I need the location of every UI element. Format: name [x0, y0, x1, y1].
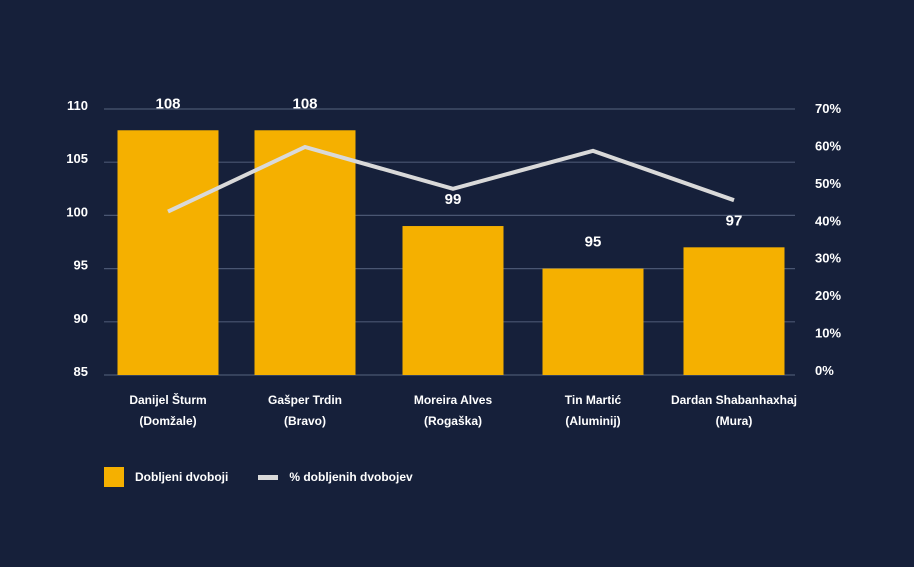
y-right-tick-label: 20%	[815, 288, 841, 303]
data-label: 95	[585, 234, 602, 251]
bar	[683, 247, 785, 375]
y-left-tick-label: 85	[74, 364, 88, 379]
legend-bar-label: Dobljeni dvoboji	[135, 470, 229, 484]
y-left-tick-label: 100	[66, 204, 88, 219]
y-left-tick-label: 90	[74, 311, 88, 326]
legend-item-line: % dobljenih dvobojev	[258, 470, 413, 484]
y-left-tick-label: 110	[67, 98, 88, 113]
bar	[542, 268, 644, 375]
x-tick-label: Dardan Shabanhaxhaj	[671, 393, 797, 407]
x-tick-label: (Aluminij)	[565, 414, 620, 428]
y-left-tick-label: 95	[74, 258, 88, 273]
legend-item-bars: Dobljeni dvoboji	[104, 467, 228, 487]
x-tick-label: Danijel Šturm	[129, 392, 206, 407]
bar	[117, 130, 219, 375]
bar	[402, 226, 504, 375]
x-tick-label: Gašper Trdin	[268, 393, 342, 407]
x-tick-label: (Rogaška)	[424, 414, 482, 428]
legend-line-swatch	[258, 474, 279, 480]
y-right-tick-label: 40%	[815, 213, 841, 228]
x-tick-label: (Mura)	[716, 414, 753, 428]
data-label: 108	[292, 95, 317, 112]
bar	[254, 130, 356, 375]
legend: Dobljeni dvoboji % dobljenih dvobojev	[104, 467, 443, 487]
y-right-tick-label: 0%	[815, 363, 834, 378]
legend-bar-swatch	[104, 467, 124, 487]
y-right-tick-label: 60%	[815, 138, 841, 153]
data-label: 97	[726, 212, 743, 229]
y-right-tick-label: 30%	[815, 251, 841, 266]
x-tick-label: Tin Martić	[565, 393, 622, 407]
legend-line-label: % dobljenih dvobojev	[289, 470, 413, 484]
y-right-tick-label: 10%	[815, 326, 841, 341]
x-tick-label: Moreira Alves	[414, 393, 493, 407]
x-tick-label: (Bravo)	[284, 414, 326, 428]
x-tick-label: (Domžale)	[139, 414, 196, 428]
y-right-tick-label: 50%	[815, 176, 841, 191]
y-left-tick-label: 105	[66, 151, 88, 166]
y-right-tick-label: 70%	[815, 101, 841, 116]
data-label: 99	[445, 191, 462, 208]
data-label: 108	[155, 95, 180, 112]
